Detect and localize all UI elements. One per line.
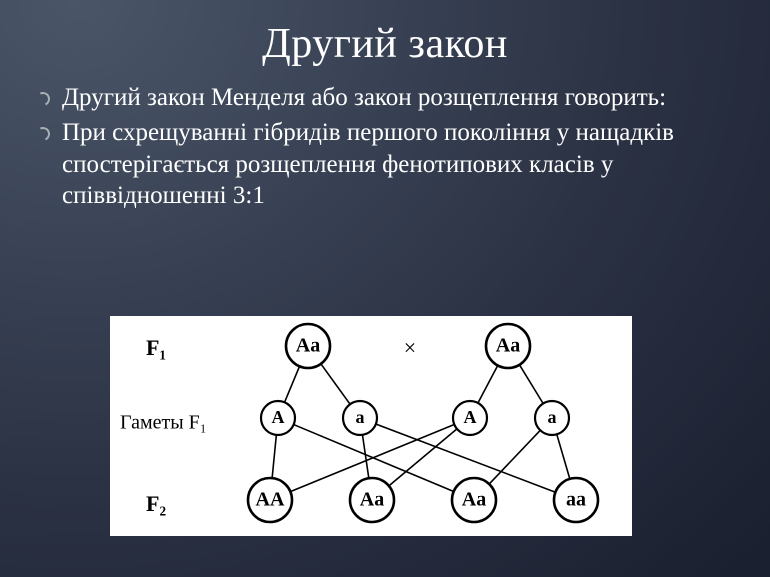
diagram-node-label: Aa <box>496 335 520 357</box>
diagram-node: AA <box>248 478 292 522</box>
diagram-node: Aa <box>486 324 530 368</box>
bullet-list: Другий закон Менделя або закон розщеплен… <box>58 82 712 211</box>
diagram-edge <box>519 365 543 404</box>
slide-title: Другий закон <box>58 20 712 68</box>
slide: Другий закон Другий закон Менделя або за… <box>0 0 770 577</box>
diagram-node-label: Aa <box>360 489 384 511</box>
cross-symbol: × <box>404 335 416 360</box>
diagram-node: Aa <box>286 324 330 368</box>
diagram-row-label: F₂ <box>146 491 166 516</box>
diagram-edge <box>478 365 498 403</box>
diagram-node: aa <box>554 478 598 522</box>
genetics-cross-diagram: F₁Гаметы F₁F₂×AaAaAaAaAAAaAaaa <box>110 316 632 536</box>
diagram-edge <box>272 435 276 478</box>
diagram-node: A <box>261 401 295 435</box>
diagram-edge <box>362 435 368 478</box>
diagram-svg: F₁Гаметы F₁F₂×AaAaAaAaAAAaAaaa <box>110 316 632 536</box>
diagram-node-label: Aa <box>462 489 486 511</box>
diagram-node-label: A <box>272 407 285 427</box>
diagram-row-label: Гаметы F₁ <box>120 412 207 434</box>
diagram-node-label: a <box>548 407 557 427</box>
diagram-row-label: F₁ <box>146 335 166 360</box>
bullet-item: При схрещуванні гібридів першого поколін… <box>58 117 712 211</box>
diagram-node-label: Aa <box>296 335 320 357</box>
diagram-node: Aa <box>452 478 496 522</box>
diagram-node-label: a <box>356 407 365 427</box>
diagram-node-label: aa <box>566 489 586 511</box>
diagram-node: a <box>343 401 377 435</box>
diagram-node: Aa <box>350 478 394 522</box>
diagram-edge <box>557 434 570 479</box>
diagram-node: A <box>453 401 487 435</box>
diagram-edge <box>285 366 300 402</box>
bullet-item: Другий закон Менделя або закон розщеплен… <box>58 82 712 113</box>
diagram-node-label: AA <box>256 489 285 511</box>
diagram-node-label: A <box>464 407 477 427</box>
diagram-node: a <box>535 401 569 435</box>
diagram-edge <box>321 364 350 404</box>
